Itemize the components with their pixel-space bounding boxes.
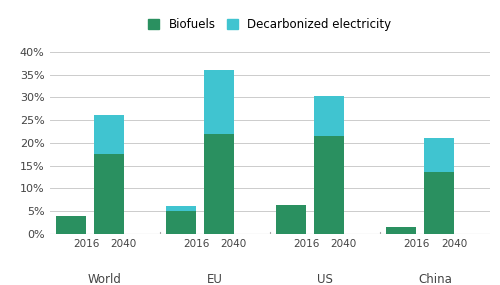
Text: China: China: [418, 272, 452, 285]
Legend: Biofuels, Decarbonized electricity: Biofuels, Decarbonized electricity: [148, 18, 392, 31]
Bar: [314, 96, 344, 136]
Bar: [424, 138, 454, 172]
Bar: [276, 205, 306, 234]
Bar: [166, 206, 196, 211]
Text: US: US: [317, 272, 333, 285]
Bar: [204, 134, 234, 234]
Bar: [204, 70, 234, 134]
Bar: [386, 227, 416, 234]
Bar: [314, 136, 344, 234]
Text: World: World: [88, 272, 122, 285]
Bar: [94, 154, 124, 234]
Bar: [166, 211, 196, 234]
Bar: [56, 215, 86, 234]
Bar: [94, 115, 124, 154]
Bar: [424, 172, 454, 234]
Text: EU: EU: [207, 272, 223, 285]
